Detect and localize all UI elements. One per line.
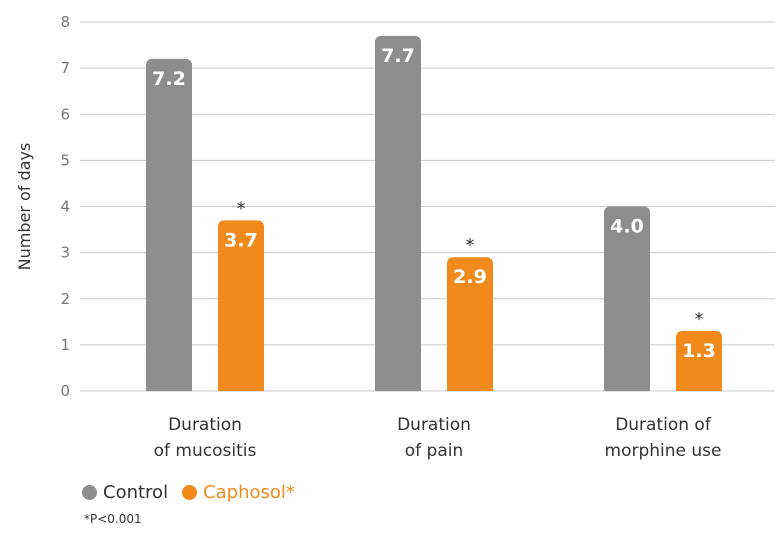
legend-label-control: Control xyxy=(103,482,169,503)
y-tick-label-5: 5 xyxy=(60,151,70,169)
legend-item-caphosol: Caphosol* xyxy=(182,482,295,503)
legend-swatch-caphosol xyxy=(182,485,198,500)
bar-base-control-2 xyxy=(604,385,650,391)
x-category-label-2-0: Duration of xyxy=(615,415,712,435)
y-tick-label-3: 3 xyxy=(60,244,70,262)
bar-value-label-control-1: 7.7 xyxy=(381,45,415,67)
y-tick-label-1: 1 xyxy=(60,336,70,354)
bar-chart: 0 1 2 3 4 5 6 7 8 Number of days 7.2 3.7 * Duration of… xyxy=(15,13,775,461)
bar-control-1 xyxy=(375,35,421,392)
bar-caphosol-2 xyxy=(676,331,722,391)
x-category-label-0-0: Duration xyxy=(168,415,242,435)
bar-base-caphosol-1 xyxy=(447,385,493,391)
y-tick-label-4: 4 xyxy=(60,198,70,216)
legend-label-caphosol: Caphosol* xyxy=(203,482,295,503)
y-tick-label-8: 8 xyxy=(60,13,70,31)
bar-caphosol-1 xyxy=(447,257,493,391)
bar-base-caphosol-0 xyxy=(218,385,264,391)
y-axis-label: Number of days xyxy=(15,143,34,271)
x-category-label-0-1: of mucositis xyxy=(154,441,257,461)
bar-caphosol-0 xyxy=(218,220,264,391)
y-tick-label-0: 0 xyxy=(60,382,70,400)
legend-swatch-control xyxy=(82,485,97,500)
bar-control-2 xyxy=(604,206,650,391)
bar-value-label-control-0: 7.2 xyxy=(152,68,186,90)
x-category-label-2-1: morphine use xyxy=(605,441,722,461)
y-tick-label-7: 7 xyxy=(60,59,70,77)
bar-value-label-caphosol-1: 2.9 xyxy=(453,266,487,288)
bar-value-label-caphosol-2: 1.3 xyxy=(682,340,716,362)
legend: Control Caphosol* xyxy=(82,482,309,503)
significance-marker-1: * xyxy=(466,235,475,256)
significance-marker-0: * xyxy=(237,198,246,219)
x-category-label-1-1: of pain xyxy=(405,441,464,461)
y-tick-label-2: 2 xyxy=(60,290,70,308)
bar-base-caphosol-2 xyxy=(676,385,722,391)
bar-base-control-1 xyxy=(375,385,421,391)
bar-value-label-caphosol-0: 3.7 xyxy=(224,229,258,251)
significance-marker-2: * xyxy=(695,309,704,330)
bar-control-0 xyxy=(146,58,192,392)
footnote: *P<0.001 xyxy=(84,512,142,526)
x-category-label-1-0: Duration xyxy=(397,415,471,435)
bar-value-label-control-2: 4.0 xyxy=(610,216,644,238)
legend-item-control: Control xyxy=(82,482,168,503)
y-tick-label-6: 6 xyxy=(60,105,70,123)
bar-base-control-0 xyxy=(146,385,192,391)
